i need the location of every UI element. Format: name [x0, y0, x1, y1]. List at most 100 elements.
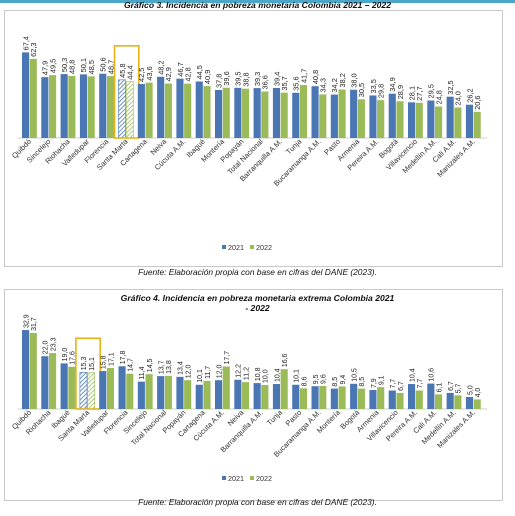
chart-2-value-label: 6,1 [436, 383, 443, 393]
chart-1-bar-2021 [369, 95, 377, 138]
chart-2-value-label: 9,4 [340, 375, 347, 385]
chart-2-bar-2022 [242, 382, 250, 409]
chart-1-bar-2022 [68, 76, 76, 138]
chart-2-bar-2022 [261, 385, 269, 409]
chart-2-value-label: 5,0 [467, 385, 474, 395]
chart-1-bar-2021 [137, 84, 145, 138]
chart-1-bar-2022 [280, 92, 288, 138]
chart-2-value-label: 9,1 [378, 375, 385, 385]
chart-1-value-label: 42,8 [183, 67, 192, 81]
chart-2-value-label: 13,4 [178, 361, 185, 375]
chart-1-bar-2022 [145, 82, 153, 138]
chart-2-value-label: 10,1 [294, 369, 301, 383]
chart-2-legend-swatch [222, 476, 226, 480]
chart-2-bar-2022 [338, 386, 346, 409]
chart-1-bar-2021 [41, 77, 49, 138]
chart-2-bar-2021 [446, 392, 454, 409]
chart-frame-1 [4, 10, 503, 267]
chart-1-value-label: 35,6 [292, 76, 301, 90]
chart-2-value-label: 10,5 [351, 368, 358, 382]
chart-2-value-label: 5,7 [456, 383, 463, 393]
chart-2-bar-2022 [68, 366, 76, 409]
chart-1-value-label: 29,5 [427, 84, 436, 98]
chart-1-bar-2022 [222, 87, 230, 138]
chart-2-value-label: 13,8 [166, 360, 173, 374]
chart-1-value-label: 24,8 [434, 90, 443, 104]
chart-1-value-label: 34,3 [319, 78, 328, 92]
chart-2-value-label: 22,0 [43, 340, 50, 354]
chart-2-legend-swatch [250, 476, 254, 480]
chart-1-value-label: 27,7 [415, 86, 424, 100]
chart-2-bar-2021 [157, 376, 165, 409]
chart-2-value-label: 7,9 [371, 378, 378, 388]
chart-2-value-label: 31,7 [31, 317, 38, 331]
chart-2-bar-2021 [22, 330, 30, 409]
chart-2-bar-2021 [253, 383, 261, 409]
chart-1-bar-2021 [272, 87, 281, 138]
chart-1-bar-2022 [435, 106, 443, 138]
chart-1-value-label: 42,5 [137, 68, 146, 82]
chart-2-value-label: 17,1 [108, 352, 115, 366]
chart-1-value-label: 39,5 [234, 71, 243, 85]
chart-2-value-label: 6,7 [398, 381, 405, 391]
chart-2-bar-2022 [126, 373, 134, 409]
chart-1-value-label: 48,5 [87, 60, 96, 74]
chart-1-bar-2022 [184, 83, 192, 138]
chart-1-bar-2021 [157, 76, 165, 138]
chart-1-value-label: 28,9 [396, 85, 405, 99]
chart-2-value-label: 12,2 [236, 364, 243, 378]
chart-1-value-label: 29,8 [376, 84, 385, 98]
chart-2-bar-2022 [435, 394, 443, 409]
chart-2-bar-2022 [319, 385, 327, 409]
chart-2-bar-2021 [465, 397, 474, 409]
chart-2-bar-2021 [369, 390, 377, 409]
chart-1-legend-label: 2021 [228, 243, 244, 252]
chart-2-bar-2021 [79, 371, 88, 410]
chart-2-value-label: 15,1 [89, 357, 96, 371]
chart-1-legend-label: 2022 [256, 243, 272, 252]
chart-2-bar-2022 [280, 369, 288, 409]
chart-1-value-label: 39,3 [253, 72, 262, 86]
chart-1-value-label: 45,8 [118, 63, 127, 77]
chart-1-value-label: 20,6 [473, 95, 482, 109]
chart-1-value-label: 28,1 [407, 86, 416, 100]
chart-1-bar-2021 [195, 81, 203, 138]
chart-2-bar-2021 [350, 383, 358, 409]
chart-1-value-label: 40,8 [311, 70, 320, 84]
chart-1-bar-2022 [87, 76, 95, 138]
chart-2-value-label: 6,7 [448, 381, 455, 391]
chart-2-value-label: 13,7 [158, 360, 165, 374]
chart-2-bar-2021 [176, 376, 184, 409]
chart-2-value-label: 7,7 [390, 379, 397, 389]
chart-2-value-label: 9,6 [321, 374, 328, 384]
chart-1-value-label: 62,3 [29, 42, 38, 56]
chart-2-value-label: 8,5 [359, 377, 366, 387]
chart-1-value-label: 48,8 [68, 60, 77, 74]
chart-1-bar-2022 [415, 102, 423, 138]
chart-2-bar-2022 [203, 380, 211, 409]
chart-2-bar-2022 [396, 392, 404, 409]
chart-1-bar-2021 [446, 96, 454, 138]
chart-1-value-label: 50,3 [60, 58, 69, 72]
chart-2-value-label: 19,0 [62, 348, 69, 362]
chart-1-value-label: 35,7 [280, 76, 289, 90]
chart-2-bar-2022 [106, 367, 115, 409]
chart-2-value-label: 12,0 [185, 364, 192, 378]
chart-1-value-label: 47,9 [41, 61, 50, 75]
chart-2-bar-2022 [415, 390, 423, 409]
chart-1-value-label: 40,9 [203, 70, 212, 84]
chart-2-value-label: 11,2 [243, 367, 250, 380]
chart-1-bar-2021 [253, 88, 261, 138]
chart-2-bar-2021 [137, 381, 145, 409]
chart-2-bar-2021 [195, 384, 203, 409]
chart-1-value-label: 49,5 [48, 59, 57, 73]
chart-1-value-label: 50,6 [99, 57, 108, 71]
chart-1-bar-2022 [319, 94, 327, 138]
chart-1-bar-2022 [164, 83, 172, 138]
chart-1-bar-2022 [338, 89, 346, 138]
chart-2-value-label: 4,0 [475, 388, 482, 398]
chart-2-value-label: 17,7 [224, 351, 231, 365]
chart-2-bar-2022 [145, 374, 153, 409]
chart-2-value-label: 17,8 [120, 351, 127, 365]
chart-1-value-label: 44,4 [126, 65, 135, 79]
